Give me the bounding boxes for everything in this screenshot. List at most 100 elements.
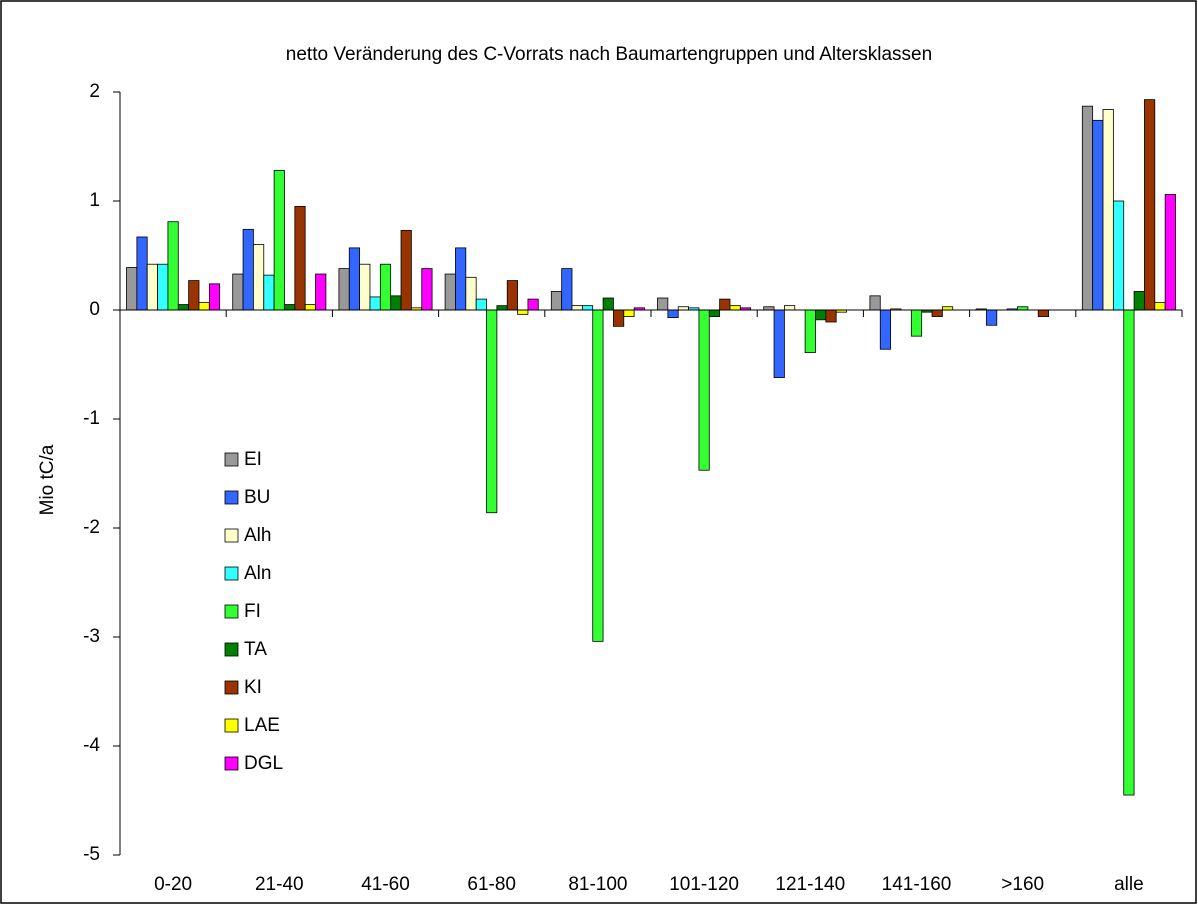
bar (157, 263, 169, 311)
bar (804, 309, 816, 353)
legend-swatch (224, 566, 239, 581)
x-tick-label: 41-60 (361, 874, 410, 895)
x-tick-label: 21-40 (255, 874, 304, 895)
bar (208, 283, 221, 311)
bar (719, 298, 731, 311)
bar (815, 309, 827, 321)
legend-label: Aln (244, 563, 271, 584)
legend-swatch (224, 604, 239, 619)
bar (550, 291, 563, 311)
legend-swatch (224, 756, 239, 771)
bar (708, 309, 721, 317)
x-tick-label: 121-140 (775, 874, 845, 895)
y-axis-label: Mio tC/a (37, 444, 58, 515)
legend-label: Alh (244, 525, 271, 546)
bar (136, 236, 148, 311)
bar (359, 263, 371, 311)
bar (126, 267, 138, 311)
legend-swatch (224, 642, 239, 657)
bar (263, 274, 275, 311)
x-tick-label: 0-20 (154, 874, 192, 895)
legend-swatch (224, 452, 239, 467)
bar (421, 268, 433, 311)
y-tick-label: 2 (89, 81, 100, 102)
bar (784, 305, 796, 311)
y-tick-label: -5 (83, 844, 100, 865)
legend-label: FI (244, 601, 261, 622)
y-tick-label: -4 (83, 735, 100, 756)
legend-label: TA (244, 639, 267, 660)
bar (455, 247, 467, 311)
bar (338, 268, 350, 311)
legend-swatch (224, 718, 239, 733)
bar (698, 309, 710, 471)
bar (602, 297, 614, 311)
bar (475, 298, 487, 311)
bar (315, 273, 327, 311)
chart-title: netto Veränderung des C-Vorrats nach Bau… (286, 44, 932, 65)
bar (253, 244, 265, 311)
bar (390, 295, 402, 311)
bar (242, 228, 254, 311)
bar (1112, 200, 1125, 311)
bar (198, 301, 210, 311)
legend-label: BU (244, 487, 270, 508)
bar (304, 304, 316, 311)
bar (444, 273, 456, 311)
x-tick-label: 141-160 (882, 874, 952, 895)
bar (348, 247, 361, 311)
bar (369, 296, 381, 311)
bar (1123, 309, 1135, 796)
y-tick-label: 0 (89, 299, 100, 320)
bar (910, 309, 923, 337)
bar (294, 206, 306, 311)
x-tick-label: 81-100 (568, 874, 627, 895)
legend-label: LAE (244, 715, 280, 736)
bar (379, 263, 392, 311)
bar (1164, 194, 1176, 311)
y-tick-label: -1 (83, 408, 100, 429)
bar (1154, 301, 1166, 311)
bar (284, 304, 296, 311)
bar (613, 309, 625, 327)
bar (188, 280, 200, 311)
legend-swatch (224, 490, 239, 505)
bar (1092, 119, 1104, 311)
x-tick-label: >160 (1001, 874, 1044, 895)
bar (623, 309, 635, 317)
bar (1102, 109, 1114, 311)
bar (465, 276, 477, 311)
bar (177, 304, 190, 311)
bar (657, 297, 669, 311)
bar (517, 309, 529, 315)
bar (527, 298, 539, 311)
bar (1037, 309, 1049, 317)
y-tick-label: 1 (89, 190, 100, 211)
x-tick-label: 61-80 (467, 874, 516, 895)
bar (273, 170, 285, 311)
legend-label: KI (244, 677, 262, 698)
bar (400, 230, 412, 311)
bar (232, 273, 244, 311)
legend-label: EI (244, 449, 262, 470)
legend-label: DGL (244, 753, 283, 774)
x-tick-label: 101-120 (669, 874, 739, 895)
bar (146, 263, 158, 311)
bar (667, 309, 679, 319)
x-tick-label: alle (1114, 874, 1144, 895)
bar (986, 309, 998, 326)
y-tick-label: -2 (83, 517, 100, 538)
bar (1133, 291, 1145, 311)
y-tick-label: -3 (83, 626, 100, 647)
bar (506, 280, 518, 311)
bar (773, 309, 785, 378)
bar (931, 309, 943, 317)
bar (571, 305, 583, 311)
bar (167, 221, 179, 311)
bar (592, 309, 604, 642)
legend-swatch (224, 680, 239, 695)
bar (561, 268, 573, 311)
legend-swatch (224, 528, 239, 543)
bar (879, 309, 892, 350)
